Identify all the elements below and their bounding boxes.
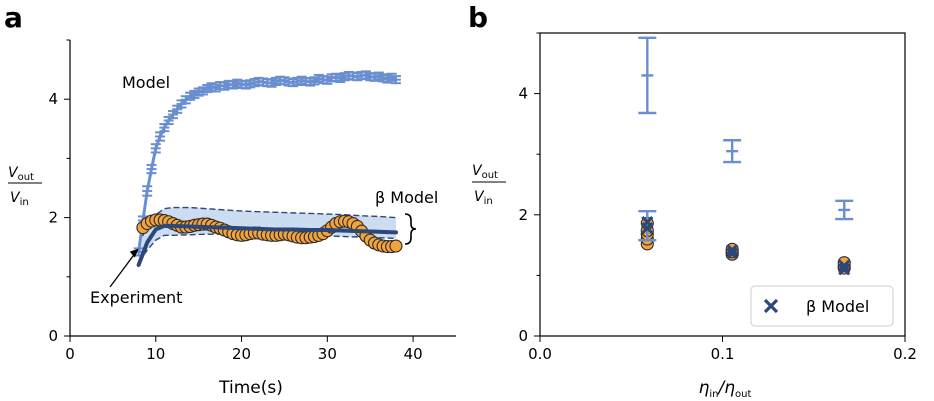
experiment-annotation: Experiment [90,288,182,307]
panel-a-ylabel: Vout Vin [8,165,42,208]
panel-a-ytick-label: 4 [48,90,58,108]
panel-a-xtick-label: 20 [232,345,251,363]
panel-a-xlabel: Time(s) [218,378,283,398]
experiment-arrow [109,249,139,288]
panel-b-ytick-label: 2 [518,206,528,224]
legend-label: β Model [806,297,869,316]
model-annotation: Model [122,73,170,92]
panel-b-ytick-label: 4 [518,85,528,103]
panel-b-xtick-label: 0.0 [528,345,552,363]
beta-model-point [838,263,851,276]
panel-a-xtick-label: 30 [318,345,337,363]
panel-a-xtick-label: 40 [404,345,423,363]
beta-model-point [838,259,851,272]
panel-b-ytick-label: 0 [518,327,528,345]
panel-b-xlabel: ηin/ηout [699,378,752,400]
panel-a-ytick-label: 2 [48,209,58,227]
panel-a-ytick-label: 0 [48,327,58,345]
beta-model-point-stroke [726,243,739,257]
beta-model-point-stroke [838,263,851,276]
beta-model-point-stroke [838,259,851,272]
panel-a-letter: a [4,1,23,34]
panel-a-xtick-label: 0 [65,345,75,363]
panel-a-plot: 0 10 20 30 40 0 2 4 Model β Model Experiment [48,39,456,363]
svg-text:Vout: Vout [8,165,34,183]
experiment-arrowhead [129,248,139,258]
panel-a-xtick-label: 10 [146,345,165,363]
legend: β Model [750,285,894,327]
svg-text:Vin: Vin [474,189,493,207]
legend-marker [763,298,779,314]
beta-model-upper-bound [137,206,397,245]
beta-model-annotation: β Model [375,188,438,207]
experiment-point [389,239,403,253]
panel-b-letter: b [468,1,488,34]
beta-model-lower-bound [138,233,396,263]
beta-model-point-stroke [641,216,654,229]
panel-b-plot: 0.0 0.1 0.2 0 2 4 β Model [518,32,917,363]
beta-model-line [136,223,398,267]
beta-model-point [641,216,654,229]
beta-model-point-stroke [726,247,739,260]
panel-b-ylabel: Vout Vin [472,163,506,207]
panel-b-xtick-label: 0.1 [711,345,735,363]
svg-text:ηin/ηout: ηin/ηout [699,378,752,400]
beta-model-point [726,247,739,260]
legend-box [750,285,894,327]
svg-text:Vout: Vout [472,163,498,181]
panel-b-xtick-label: 0.2 [893,345,917,363]
svg-text:Vin: Vin [10,190,29,208]
beta-model-brace [404,213,417,245]
beta-model-point [726,243,739,257]
